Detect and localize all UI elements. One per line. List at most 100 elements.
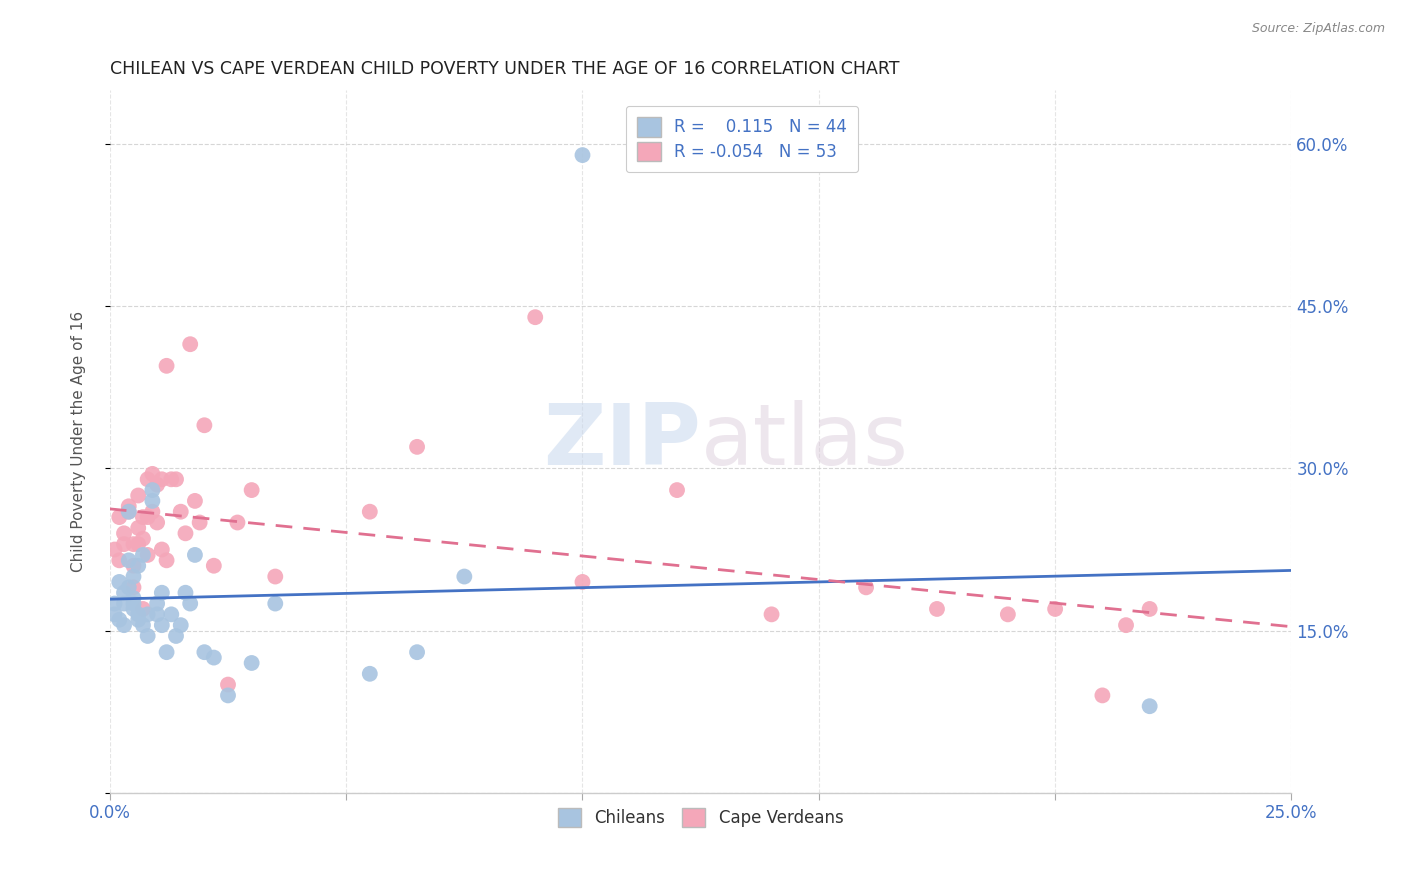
- Point: [112, 526, 135, 541]
- Point: [217, 677, 239, 691]
- Point: [524, 310, 547, 325]
- Point: [132, 510, 155, 524]
- Point: [122, 591, 145, 606]
- Point: [132, 602, 155, 616]
- Point: [188, 516, 211, 530]
- Point: [108, 553, 131, 567]
- Point: [127, 521, 149, 535]
- Point: [453, 569, 475, 583]
- Point: [226, 516, 249, 530]
- Point: [118, 553, 141, 567]
- Point: [264, 569, 287, 583]
- Point: [150, 542, 173, 557]
- Point: [155, 359, 177, 373]
- Point: [666, 483, 689, 497]
- Point: [122, 558, 145, 573]
- Point: [118, 500, 141, 514]
- Point: [1139, 602, 1161, 616]
- Point: [217, 689, 239, 703]
- Point: [406, 440, 429, 454]
- Point: [108, 613, 131, 627]
- Point: [127, 488, 149, 502]
- Point: [112, 586, 135, 600]
- Point: [240, 483, 263, 497]
- Text: CHILEAN VS CAPE VERDEAN CHILD POVERTY UNDER THE AGE OF 16 CORRELATION CHART: CHILEAN VS CAPE VERDEAN CHILD POVERTY UN…: [110, 60, 900, 78]
- Point: [571, 574, 593, 589]
- Point: [170, 505, 193, 519]
- Point: [118, 505, 141, 519]
- Point: [202, 650, 225, 665]
- Point: [122, 602, 145, 616]
- Point: [179, 337, 201, 351]
- Point: [122, 580, 145, 594]
- Point: [1139, 699, 1161, 714]
- Point: [136, 510, 159, 524]
- Point: [264, 597, 287, 611]
- Point: [571, 148, 593, 162]
- Point: [141, 494, 163, 508]
- Point: [132, 532, 155, 546]
- Text: ZIP: ZIP: [543, 400, 700, 483]
- Point: [179, 597, 201, 611]
- Point: [165, 472, 187, 486]
- Text: atlas: atlas: [700, 400, 908, 483]
- Point: [193, 418, 215, 433]
- Y-axis label: Child Poverty Under the Age of 16: Child Poverty Under the Age of 16: [72, 311, 86, 572]
- Text: Source: ZipAtlas.com: Source: ZipAtlas.com: [1251, 22, 1385, 36]
- Point: [112, 618, 135, 632]
- Point: [132, 618, 155, 632]
- Point: [141, 505, 163, 519]
- Point: [761, 607, 783, 622]
- Point: [136, 472, 159, 486]
- Point: [122, 597, 145, 611]
- Point: [359, 505, 381, 519]
- Point: [925, 602, 948, 616]
- Point: [359, 666, 381, 681]
- Point: [146, 477, 169, 491]
- Point: [174, 526, 197, 541]
- Point: [1043, 602, 1066, 616]
- Point: [150, 618, 173, 632]
- Point: [141, 467, 163, 481]
- Point: [1091, 689, 1114, 703]
- Point: [160, 607, 183, 622]
- Point: [155, 553, 177, 567]
- Point: [132, 548, 155, 562]
- Point: [855, 580, 877, 594]
- Point: [103, 597, 125, 611]
- Point: [103, 607, 125, 622]
- Point: [406, 645, 429, 659]
- Point: [170, 618, 193, 632]
- Point: [146, 607, 169, 622]
- Point: [127, 607, 149, 622]
- Point: [122, 537, 145, 551]
- Point: [127, 613, 149, 627]
- Point: [997, 607, 1019, 622]
- Point: [202, 558, 225, 573]
- Point: [136, 607, 159, 622]
- Point: [127, 558, 149, 573]
- Point: [150, 586, 173, 600]
- Point: [146, 516, 169, 530]
- Point: [193, 645, 215, 659]
- Point: [141, 483, 163, 497]
- Point: [146, 597, 169, 611]
- Point: [136, 548, 159, 562]
- Point: [160, 472, 183, 486]
- Point: [150, 472, 173, 486]
- Point: [118, 505, 141, 519]
- Point: [184, 548, 207, 562]
- Legend: Chileans, Cape Verdeans: Chileans, Cape Verdeans: [551, 801, 851, 833]
- Point: [108, 574, 131, 589]
- Point: [165, 629, 187, 643]
- Point: [136, 629, 159, 643]
- Point: [174, 586, 197, 600]
- Point: [112, 597, 135, 611]
- Point: [1115, 618, 1137, 632]
- Point: [103, 542, 125, 557]
- Point: [184, 494, 207, 508]
- Point: [240, 656, 263, 670]
- Point: [127, 537, 149, 551]
- Point: [155, 645, 177, 659]
- Point: [108, 510, 131, 524]
